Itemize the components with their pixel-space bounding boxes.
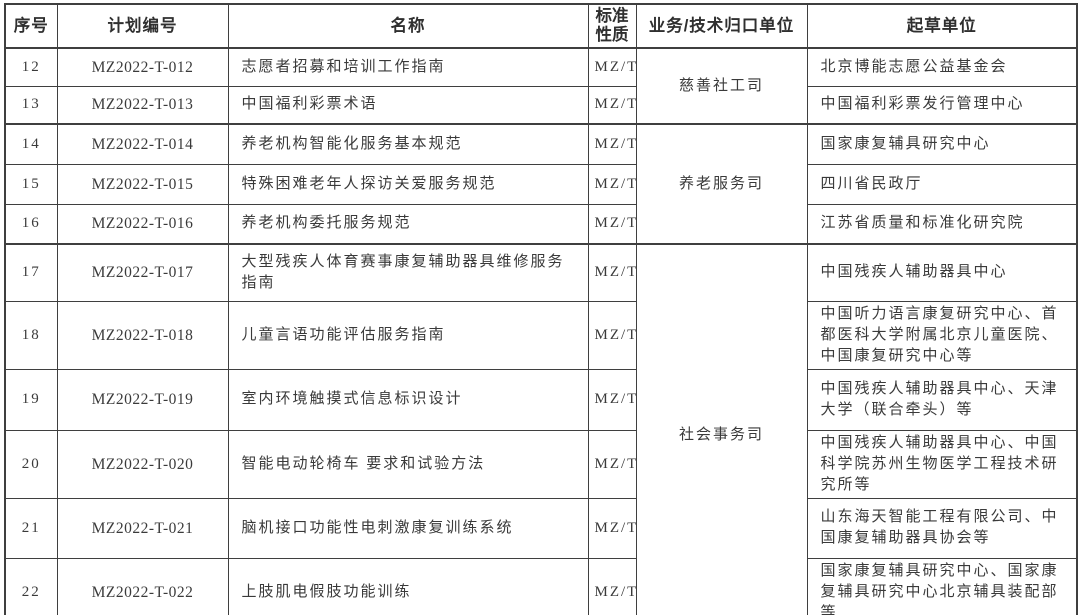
cell-no: 12	[4, 47, 58, 87]
table-row: 16 MZ2022-T-016 养老机构委托服务规范 MZ/T 江苏省质量和标准…	[4, 203, 1078, 245]
header-drafter: 起草单位	[806, 3, 1078, 49]
cell-name: 中国福利彩票术语	[227, 85, 589, 125]
cell-nature: MZ/T	[587, 47, 637, 87]
table-row: 22 MZ2022-T-022 上肢肌电假肢功能训练 MZ/T 国家康复辅具研究…	[4, 557, 1078, 615]
cell-name: 儿童言语功能评估服务指南	[227, 300, 589, 370]
cell-drafter: 北京博能志愿公益基金会	[806, 47, 1078, 87]
header-code: 计划编号	[56, 3, 229, 49]
cell-no: 18	[4, 300, 58, 370]
cell-drafter: 山东海天智能工程有限公司、中国康复辅助器具协会等	[806, 497, 1078, 559]
cell-nature: MZ/T	[587, 300, 637, 370]
cell-no: 20	[4, 429, 58, 499]
cell-drafter: 江苏省质量和标准化研究院	[806, 203, 1078, 245]
table-row: 19 MZ2022-T-019 室内环境触摸式信息标识设计 MZ/T 中国残疾人…	[4, 368, 1078, 431]
cell-code: MZ2022-T-014	[56, 123, 229, 165]
header-nature: 标准性质	[587, 3, 637, 49]
header-name: 名称	[227, 3, 589, 49]
cell-name: 室内环境触摸式信息标识设计	[227, 368, 589, 431]
cell-no: 13	[4, 85, 58, 125]
cell-name: 智能电动轮椅车 要求和试验方法	[227, 429, 589, 499]
cell-dept-group: 慈善社工司	[635, 47, 808, 125]
cell-no: 17	[4, 243, 58, 302]
cell-code: MZ2022-T-012	[56, 47, 229, 87]
cell-name: 大型残疾人体育赛事康复辅助器具维修服务指南	[227, 243, 589, 302]
cell-nature: MZ/T	[587, 243, 637, 302]
header-no: 序号	[4, 3, 58, 49]
cell-code: MZ2022-T-016	[56, 203, 229, 245]
cell-no: 21	[4, 497, 58, 559]
cell-nature: MZ/T	[587, 368, 637, 431]
cell-drafter: 四川省民政厅	[806, 163, 1078, 205]
cell-code: MZ2022-T-019	[56, 368, 229, 431]
cell-nature: MZ/T	[587, 85, 637, 125]
cell-nature: MZ/T	[587, 557, 637, 615]
cell-drafter: 国家康复辅具研究中心、国家康复辅具研究中心北京辅具装配部等	[806, 557, 1078, 615]
cell-drafter: 中国福利彩票发行管理中心	[806, 85, 1078, 125]
cell-dept-group: 养老服务司	[635, 123, 808, 245]
cell-code: MZ2022-T-017	[56, 243, 229, 302]
table-row: 18 MZ2022-T-018 儿童言语功能评估服务指南 MZ/T 中国听力语言…	[4, 300, 1078, 370]
cell-drafter: 中国残疾人辅助器具中心	[806, 243, 1078, 302]
table-row: 21 MZ2022-T-021 脑机接口功能性电刺激康复训练系统 MZ/T 山东…	[4, 497, 1078, 559]
cell-drafter: 中国听力语言康复研究中心、首都医科大学附属北京儿童医院、中国康复研究中心等	[806, 300, 1078, 370]
table-row: 15 MZ2022-T-015 特殊困难老年人探访关爱服务规范 MZ/T 四川省…	[4, 163, 1078, 205]
cell-code: MZ2022-T-013	[56, 85, 229, 125]
header-dept: 业务/技术归口单位	[635, 3, 808, 49]
cell-drafter: 国家康复辅具研究中心	[806, 123, 1078, 165]
cell-code: MZ2022-T-021	[56, 497, 229, 559]
cell-name: 特殊困难老年人探访关爱服务规范	[227, 163, 589, 205]
table-row: 20 MZ2022-T-020 智能电动轮椅车 要求和试验方法 MZ/T 中国残…	[4, 429, 1078, 499]
cell-code: MZ2022-T-022	[56, 557, 229, 615]
cell-name: 上肢肌电假肢功能训练	[227, 557, 589, 615]
cell-dept-group: 社会事务司	[635, 243, 808, 615]
cell-no: 19	[4, 368, 58, 431]
table-header-row: 序号 计划编号 名称 标准性质 业务/技术归口单位 起草单位	[4, 3, 1078, 49]
cell-code: MZ2022-T-020	[56, 429, 229, 499]
standards-plan-table: 序号 计划编号 名称 标准性质 业务/技术归口单位 起草单位 12 MZ2022…	[4, 3, 1078, 615]
cell-code: MZ2022-T-018	[56, 300, 229, 370]
cell-nature: MZ/T	[587, 163, 637, 205]
cell-nature: MZ/T	[587, 123, 637, 165]
cell-name: 志愿者招募和培训工作指南	[227, 47, 589, 87]
cell-code: MZ2022-T-015	[56, 163, 229, 205]
cell-no: 15	[4, 163, 58, 205]
cell-nature: MZ/T	[587, 203, 637, 245]
cell-name: 脑机接口功能性电刺激康复训练系统	[227, 497, 589, 559]
table-row: 12 MZ2022-T-012 志愿者招募和培训工作指南 MZ/T 慈善社工司 …	[4, 47, 1078, 125]
cell-nature: MZ/T	[587, 497, 637, 559]
table-row: 13 MZ2022-T-013 中国福利彩票术语 MZ/T 中国福利彩票发行管理…	[4, 85, 1078, 125]
cell-drafter: 中国残疾人辅助器具中心、天津大学（联合牵头）等	[806, 368, 1078, 431]
table-row: 17 MZ2022-T-017 大型残疾人体育赛事康复辅助器具维修服务指南 MZ…	[4, 243, 1078, 615]
cell-no: 14	[4, 123, 58, 165]
cell-name: 养老机构委托服务规范	[227, 203, 589, 245]
cell-no: 22	[4, 557, 58, 615]
table-row: 14 MZ2022-T-014 养老机构智能化服务基本规范 MZ/T 养老服务司…	[4, 123, 1078, 245]
cell-no: 16	[4, 203, 58, 245]
cell-name: 养老机构智能化服务基本规范	[227, 123, 589, 165]
cell-nature: MZ/T	[587, 429, 637, 499]
cell-drafter: 中国残疾人辅助器具中心、中国科学院苏州生物医学工程技术研究所等	[806, 429, 1078, 499]
